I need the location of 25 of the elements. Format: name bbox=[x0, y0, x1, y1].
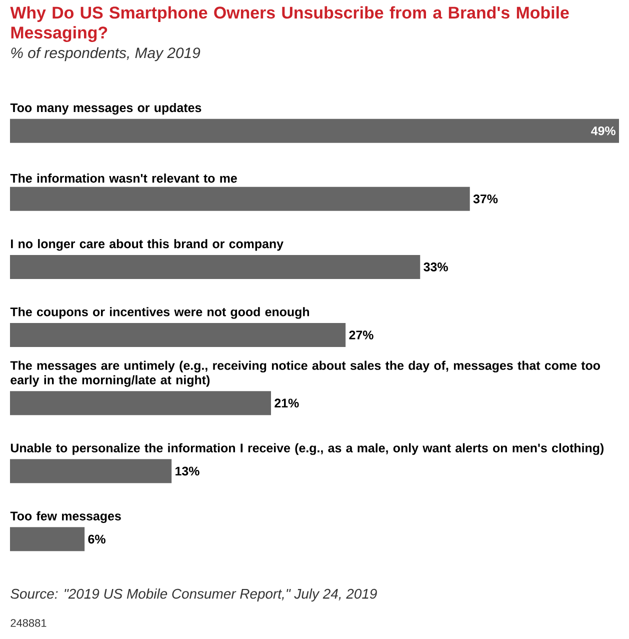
y-tick-label: The messages are untimely (e.g., receiving notice about sales the day of, messages that come too early in the morning/late at night) bbox=[10, 360, 600, 387]
y-tick-label: Too many messages or updates bbox=[10, 102, 202, 115]
data-label: 49% bbox=[591, 126, 616, 136]
bar bbox=[10, 186, 470, 211]
y-tick-label: The coupons or incentives were not good enough bbox=[10, 307, 310, 319]
chart-subtitle: % of respondents, May 2019 bbox=[11, 47, 200, 62]
y-tick-label: I no longer care about this brand or company bbox=[11, 239, 284, 251]
y-tick-label: Unable to personalize the information I receive (e.g., as a male, only want alerts on men's clothing) bbox=[10, 443, 604, 455]
source-note: Source: "2019 US Mobile Consumer Report," July 24, 2019 bbox=[10, 588, 377, 602]
data-label: 27% bbox=[349, 330, 374, 340]
data-label: 37% bbox=[473, 194, 498, 204]
bar bbox=[10, 459, 172, 484]
bar bbox=[10, 118, 619, 143]
chart-title: Why Do US Smartphone Owners Unsubscribe from a Brand's Mobile Messaging? bbox=[10, 6, 569, 42]
data-label: 13% bbox=[176, 466, 200, 476]
text: 248881 bbox=[10, 619, 46, 627]
bar bbox=[10, 254, 420, 279]
bar bbox=[10, 527, 85, 552]
data-label: 21% bbox=[274, 398, 299, 408]
y-tick-label: The information wasn't relevant to me bbox=[10, 174, 237, 183]
data-label: 33% bbox=[424, 262, 448, 272]
bar bbox=[10, 323, 346, 348]
y-tick-label: Too few messages bbox=[10, 511, 121, 523]
bar bbox=[10, 391, 271, 416]
data-label: 6% bbox=[88, 534, 106, 544]
